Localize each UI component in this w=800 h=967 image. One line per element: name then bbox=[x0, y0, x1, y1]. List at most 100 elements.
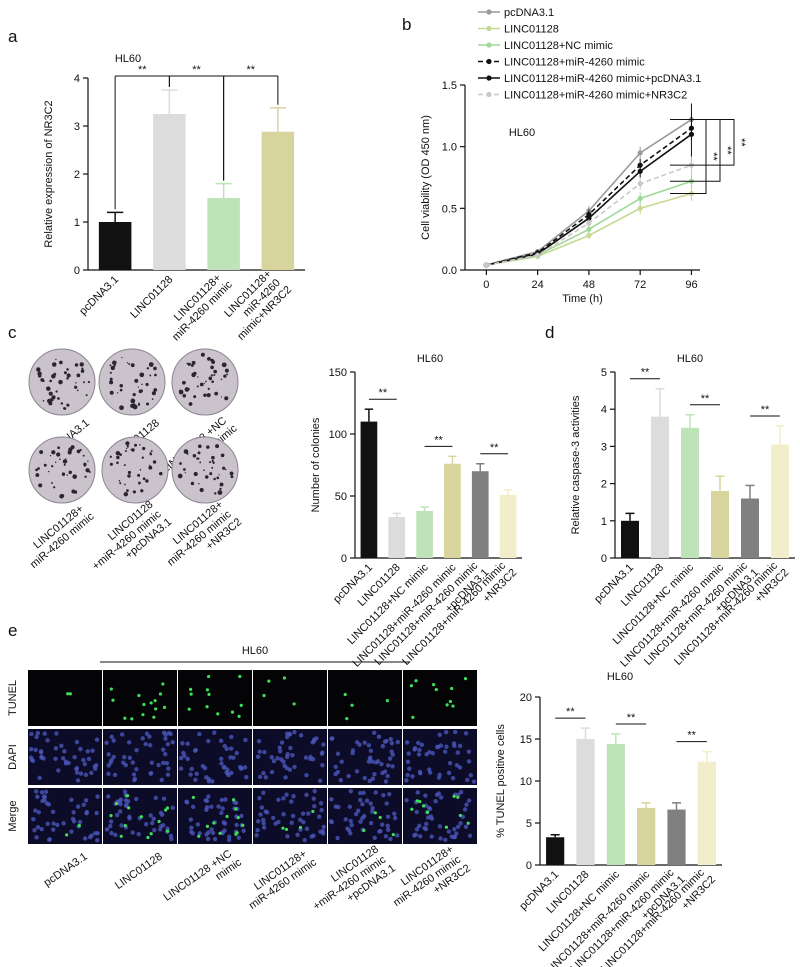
tunel-dot bbox=[142, 702, 146, 707]
column-label: pcDNA3.1 bbox=[42, 851, 90, 890]
bar bbox=[681, 427, 699, 558]
nucleus bbox=[281, 811, 286, 817]
y-axis-label: Number of colonies bbox=[310, 417, 322, 512]
colony-dot bbox=[51, 362, 57, 367]
colony-dot bbox=[229, 471, 234, 476]
nucleus bbox=[194, 771, 199, 777]
nucleus bbox=[314, 736, 319, 741]
bar bbox=[606, 744, 625, 865]
nucleus bbox=[289, 799, 294, 804]
nucleus bbox=[77, 819, 83, 825]
legend-label: LINC01128 bbox=[504, 24, 559, 36]
nucleus bbox=[159, 777, 165, 783]
nucleus bbox=[170, 805, 175, 810]
nucleus bbox=[387, 791, 392, 797]
significance-label: ** bbox=[687, 730, 696, 742]
tunel-dot bbox=[262, 693, 266, 698]
tunel-dot bbox=[205, 705, 209, 709]
chart-title: HL60 bbox=[677, 353, 703, 365]
bar bbox=[697, 761, 716, 865]
nucleus bbox=[257, 795, 262, 801]
nucleus bbox=[317, 814, 322, 819]
nucleus bbox=[419, 742, 425, 748]
nucleus bbox=[292, 729, 297, 735]
nucleus bbox=[219, 797, 224, 803]
nucleus bbox=[60, 756, 66, 761]
colony-dot bbox=[55, 358, 57, 361]
nucleus bbox=[372, 835, 377, 841]
nucleus bbox=[415, 790, 421, 795]
nucleus bbox=[368, 801, 373, 806]
nucleus bbox=[163, 732, 168, 737]
colony-dot bbox=[213, 477, 216, 481]
nucleus bbox=[319, 807, 324, 813]
y-tick-label: 1 bbox=[601, 516, 607, 528]
nucleus bbox=[424, 821, 429, 827]
nucleus bbox=[113, 832, 118, 838]
tunel-dot bbox=[189, 687, 193, 691]
nucleus bbox=[321, 824, 326, 830]
nucleus bbox=[81, 802, 86, 808]
nucleus bbox=[223, 797, 228, 802]
colony-dot bbox=[140, 489, 144, 493]
colony-dot bbox=[126, 447, 128, 450]
tunel-dot bbox=[207, 692, 211, 696]
tunel-dot bbox=[409, 684, 414, 688]
nucleus bbox=[210, 779, 215, 784]
nucleus bbox=[379, 761, 384, 767]
nucleus bbox=[257, 749, 262, 754]
colony-dot bbox=[42, 400, 45, 402]
nucleus bbox=[442, 749, 448, 754]
colony-dot bbox=[151, 398, 154, 400]
panel-letter: a bbox=[8, 27, 18, 46]
nucleus bbox=[34, 789, 39, 794]
x-tick-label: 96 bbox=[685, 279, 697, 291]
micrograph bbox=[28, 670, 102, 726]
nucleus bbox=[168, 833, 174, 839]
nucleus bbox=[453, 831, 459, 836]
tunel-dot bbox=[197, 834, 201, 838]
nucleus bbox=[370, 809, 375, 814]
colony-dot bbox=[66, 373, 71, 378]
tunel-dot bbox=[238, 674, 242, 679]
nucleus bbox=[437, 824, 443, 829]
nucleus bbox=[224, 746, 229, 752]
y-tick-label: 2 bbox=[601, 479, 607, 491]
colony-dot bbox=[35, 468, 38, 472]
chart-title: HL60 bbox=[115, 53, 141, 65]
nucleus bbox=[284, 765, 290, 771]
nucleus bbox=[180, 741, 185, 746]
nucleus bbox=[121, 760, 126, 765]
colony-dot bbox=[118, 480, 121, 482]
y-tick-label: 2 bbox=[74, 169, 80, 181]
colony-dot bbox=[148, 362, 154, 367]
nucleus bbox=[348, 831, 353, 836]
nucleus bbox=[51, 821, 56, 826]
nucleus bbox=[234, 750, 239, 756]
nucleus bbox=[447, 760, 453, 766]
nucleus bbox=[86, 756, 92, 762]
point bbox=[637, 181, 643, 187]
nucleus bbox=[390, 764, 395, 769]
tunel-dot bbox=[362, 828, 366, 832]
colony-dot bbox=[149, 464, 151, 466]
nucleus bbox=[358, 819, 363, 824]
nucleus bbox=[204, 832, 209, 837]
bar bbox=[711, 491, 729, 558]
colony-dot bbox=[74, 385, 78, 389]
nucleus bbox=[455, 750, 461, 755]
nucleus bbox=[51, 827, 56, 832]
nucleus bbox=[193, 747, 198, 753]
nucleus bbox=[285, 834, 290, 839]
row-label: DAPI bbox=[7, 744, 19, 770]
colony-dot bbox=[177, 473, 183, 479]
nucleus bbox=[320, 763, 325, 768]
nucleus bbox=[189, 829, 194, 835]
tunel-dot bbox=[456, 795, 460, 799]
nucleus bbox=[165, 742, 171, 747]
nucleus bbox=[220, 806, 225, 811]
colony-dot bbox=[213, 369, 218, 374]
colony-dot bbox=[127, 470, 132, 475]
colony-dot bbox=[211, 466, 214, 469]
colony-dot bbox=[149, 374, 152, 377]
